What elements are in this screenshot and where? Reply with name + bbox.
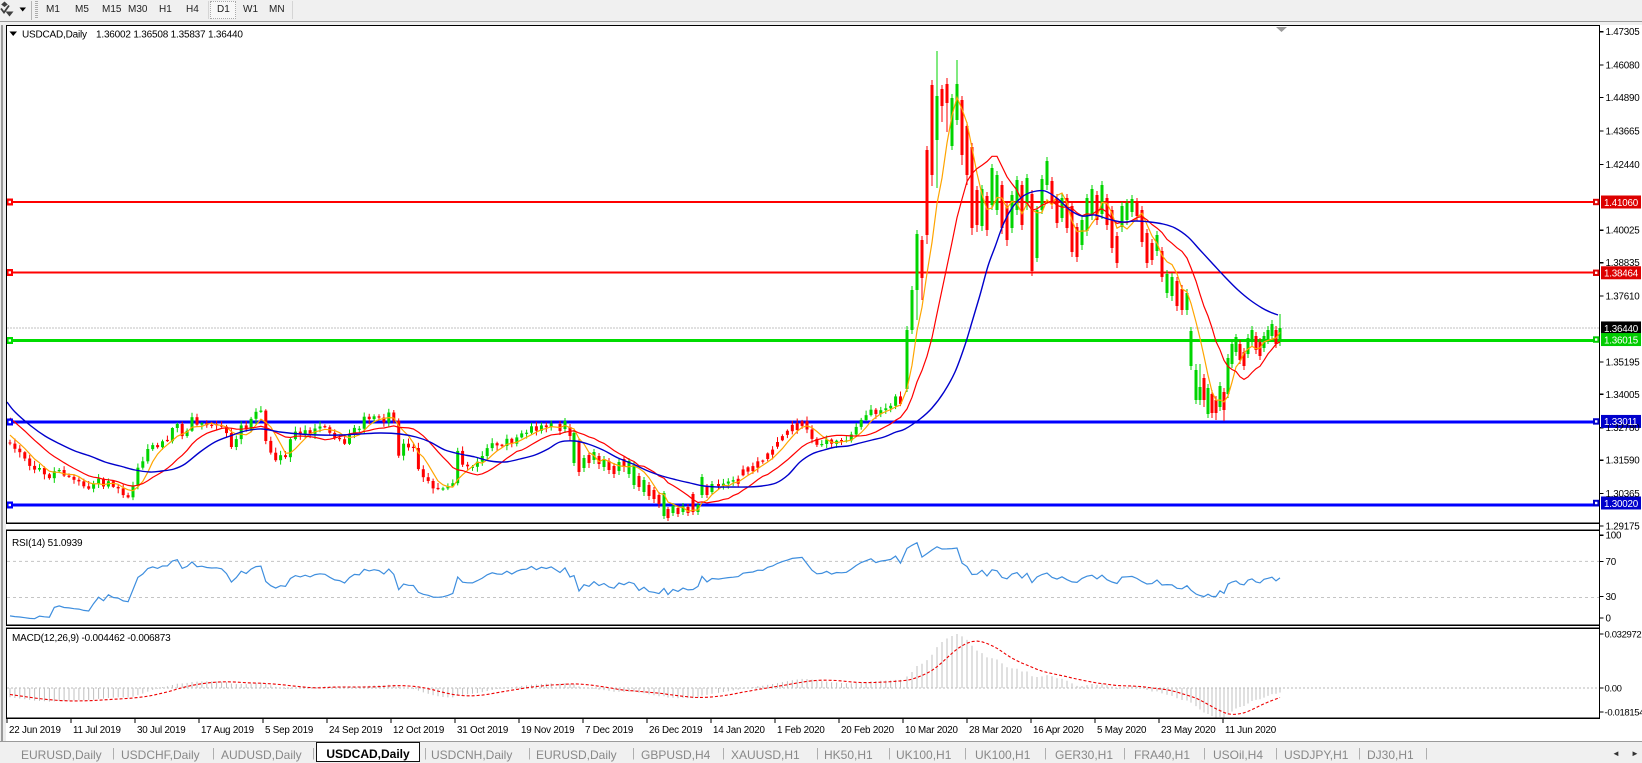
svg-text:16 Apr 2020: 16 Apr 2020 (1033, 725, 1084, 736)
svg-text:1.30365: 1.30365 (1606, 489, 1641, 500)
svg-text:1.38464: 1.38464 (1604, 269, 1639, 280)
svg-text:1.47305: 1.47305 (1606, 27, 1641, 38)
svg-text:30 Jul 2019: 30 Jul 2019 (137, 725, 185, 736)
svg-text:7 Dec 2019: 7 Dec 2019 (585, 725, 633, 736)
svg-text:1.32780: 1.32780 (1606, 423, 1641, 434)
svg-text:1.31590: 1.31590 (1606, 456, 1641, 467)
svg-text:MACD(12,26,9) -0.004462 -0.006: MACD(12,26,9) -0.004462 -0.006873 (12, 633, 171, 644)
svg-text:1.29175: 1.29175 (1606, 522, 1641, 533)
svg-text:11 Jun 2020: 11 Jun 2020 (1225, 725, 1277, 736)
svg-text:1.36015: 1.36015 (1604, 335, 1639, 346)
svg-text:100: 100 (1606, 531, 1622, 542)
svg-text:USDCAD,Daily: USDCAD,Daily (22, 30, 87, 41)
svg-text:5 Sep 2019: 5 Sep 2019 (265, 725, 313, 736)
svg-text:5 May 2020: 5 May 2020 (1097, 725, 1147, 736)
svg-text:1.43665: 1.43665 (1606, 126, 1641, 137)
svg-text:1.44890: 1.44890 (1606, 93, 1641, 104)
svg-text:30: 30 (1606, 592, 1617, 603)
svg-text:10 Mar 2020: 10 Mar 2020 (905, 725, 959, 736)
svg-text:0: 0 (1606, 614, 1612, 625)
svg-text:0.032972: 0.032972 (1605, 630, 1642, 641)
svg-text:12 Oct 2019: 12 Oct 2019 (393, 725, 444, 736)
svg-text:20 Feb 2020: 20 Feb 2020 (841, 725, 895, 736)
svg-text:23 May 2020: 23 May 2020 (1161, 725, 1216, 736)
svg-text:70: 70 (1606, 557, 1617, 568)
svg-text:1.41060: 1.41060 (1604, 198, 1639, 209)
svg-text:1.37610: 1.37610 (1606, 292, 1641, 303)
svg-text:0.00: 0.00 (1605, 684, 1622, 695)
svg-text:1.36440: 1.36440 (1604, 324, 1639, 335)
svg-text:17 Aug 2019: 17 Aug 2019 (201, 725, 254, 736)
svg-text:1.35195: 1.35195 (1606, 357, 1641, 368)
svg-text:RSI(14) 51.0939: RSI(14) 51.0939 (12, 538, 83, 549)
svg-text:19 Nov 2019: 19 Nov 2019 (521, 725, 574, 736)
svg-text:1 Feb 2020: 1 Feb 2020 (777, 725, 825, 736)
svg-text:1.36002 1.36508 1.35837 1.3644: 1.36002 1.36508 1.35837 1.36440 (96, 30, 243, 41)
svg-text:1.46080: 1.46080 (1606, 61, 1641, 72)
svg-text:1.33011: 1.33011 (1604, 417, 1637, 428)
svg-text:11 Jul 2019: 11 Jul 2019 (73, 725, 121, 736)
svg-text:28 Mar 2020: 28 Mar 2020 (969, 725, 1023, 736)
svg-text:26 Dec 2019: 26 Dec 2019 (649, 725, 702, 736)
svg-text:1.30020: 1.30020 (1604, 499, 1639, 510)
svg-text:1.40025: 1.40025 (1606, 226, 1641, 237)
svg-text:1.38835: 1.38835 (1606, 258, 1641, 269)
svg-text:1.34005: 1.34005 (1606, 390, 1641, 401)
svg-text:1.42440: 1.42440 (1606, 160, 1641, 171)
svg-text:22 Jun 2019: 22 Jun 2019 (9, 725, 61, 736)
svg-text:14 Jan 2020: 14 Jan 2020 (713, 725, 765, 736)
svg-text:-0.018154: -0.018154 (1605, 708, 1642, 719)
svg-text:24 Sep 2019: 24 Sep 2019 (329, 725, 382, 736)
svg-text:31 Oct 2019: 31 Oct 2019 (457, 725, 508, 736)
